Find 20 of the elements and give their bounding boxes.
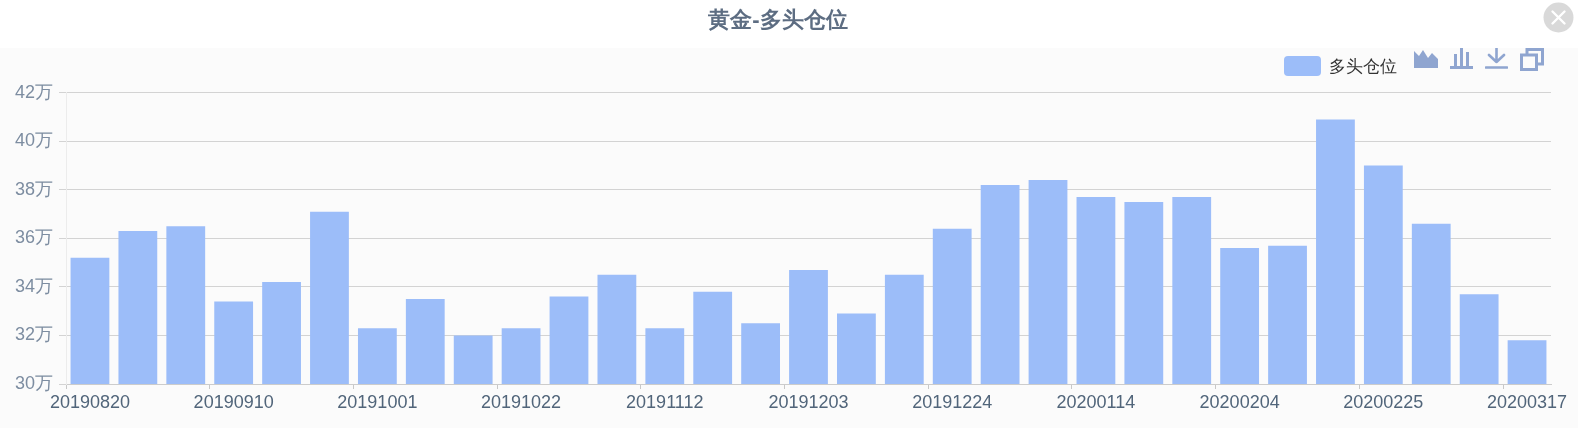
x-tick-label: 20191224 (912, 391, 993, 412)
x-tick-label: 20200114 (1056, 391, 1136, 412)
y-tick-label: 30万 (14, 372, 53, 393)
x-tick-label: 20190910 (193, 391, 274, 412)
x-tick-label: 20200317 (1487, 391, 1568, 412)
y-tick-label: 38万 (14, 178, 53, 199)
x-tick-label: 20200225 (1343, 391, 1424, 412)
y-tick-label: 40万 (14, 130, 53, 151)
x-tick-label: 20190820 (49, 391, 130, 412)
y-tick-label: 36万 (14, 227, 53, 248)
chart-title: 黄金-多头仓位 (707, 6, 849, 34)
x-tick-label: 20191001 (337, 391, 418, 412)
x-tick-label: 20200204 (1199, 391, 1280, 412)
y-tick-label: 34万 (14, 275, 53, 296)
x-tick-label: 20191112 (626, 391, 704, 412)
y-tick-label: 32万 (14, 324, 53, 345)
x-tick-label: 20191022 (481, 391, 562, 412)
legend-label: 多头仓位 (1329, 56, 1397, 76)
x-tick-label: 20191203 (768, 391, 849, 412)
y-tick-label: 42万 (14, 81, 53, 102)
